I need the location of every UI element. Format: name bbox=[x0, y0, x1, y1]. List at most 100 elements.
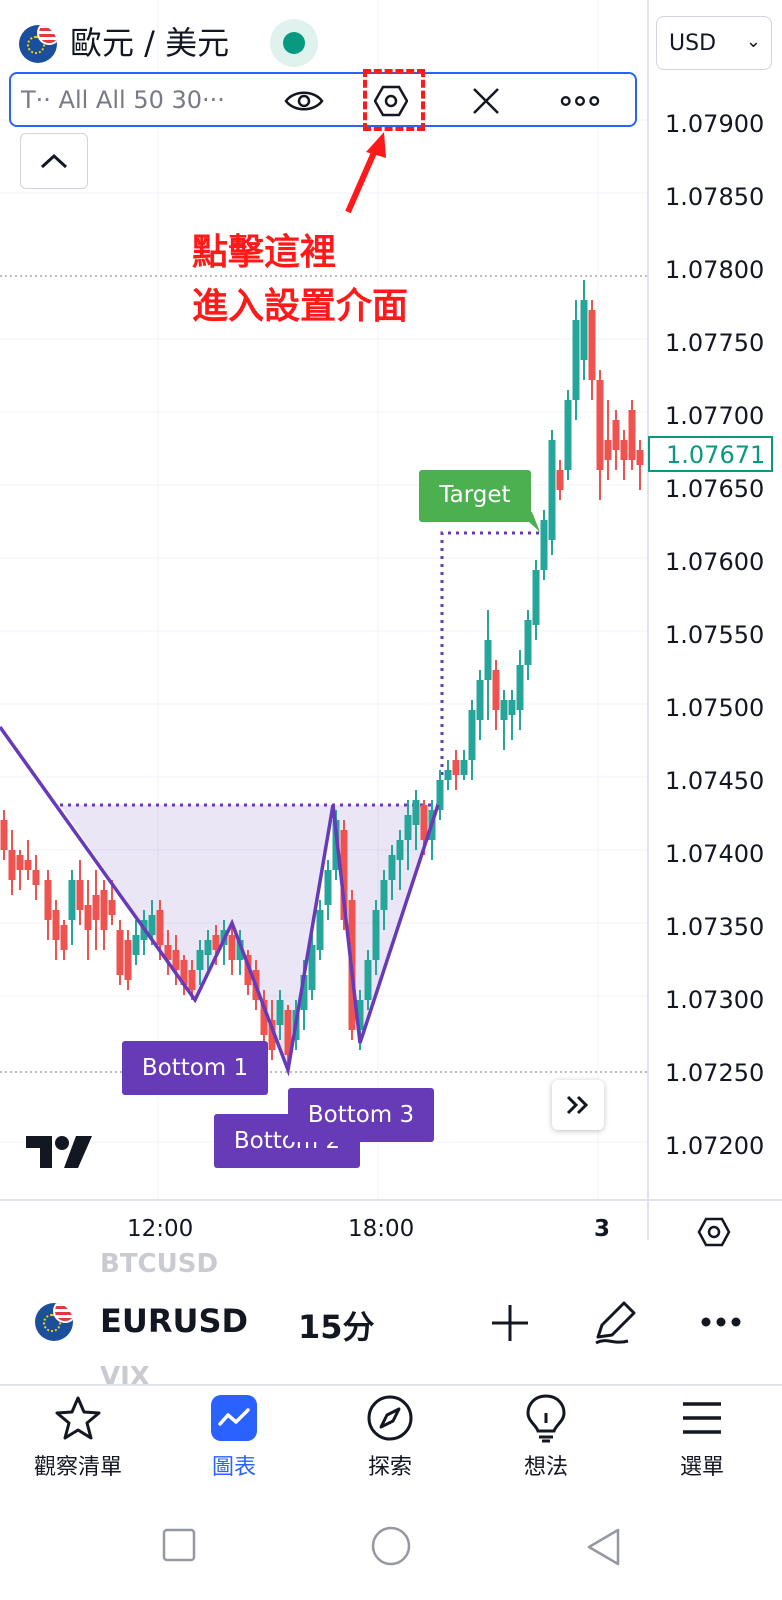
price-label: 1.07600 bbox=[665, 548, 765, 576]
hamburger-menu-icon bbox=[677, 1393, 727, 1443]
target-badge[interactable]: Target bbox=[419, 470, 531, 522]
price-label: 1.07450 bbox=[665, 767, 765, 795]
candle bbox=[340, 830, 348, 920]
indicator-title[interactable]: T·· All All 50 30··· bbox=[21, 86, 225, 114]
candle bbox=[364, 960, 372, 1000]
star-icon bbox=[53, 1393, 103, 1443]
candle bbox=[76, 880, 84, 910]
target-path bbox=[440, 531, 540, 775]
candle bbox=[0, 820, 8, 850]
time-label-1800: 18:00 bbox=[348, 1216, 415, 1242]
scroll-to-realtime-button[interactable] bbox=[552, 1080, 604, 1130]
timeframe[interactable]: 15分 bbox=[298, 1308, 375, 1346]
nav-watchlist[interactable]: 觀察清單 bbox=[18, 1393, 138, 1481]
annotation-line-1: 點擊這裡 bbox=[192, 232, 337, 273]
market-status-icon[interactable] bbox=[270, 19, 318, 67]
chart-icon bbox=[209, 1393, 259, 1443]
price-label: 1.07200 bbox=[665, 1132, 765, 1160]
price-label: 1.07650 bbox=[665, 475, 765, 503]
candle bbox=[604, 440, 612, 460]
candle bbox=[500, 700, 508, 720]
nav-ideas[interactable]: 想法 bbox=[486, 1393, 606, 1481]
candle bbox=[100, 890, 108, 930]
candle bbox=[548, 440, 556, 540]
price-label: 1.07750 bbox=[665, 329, 765, 357]
candle bbox=[308, 945, 316, 990]
candle bbox=[24, 860, 32, 870]
candle bbox=[564, 400, 572, 470]
price-label: 1.07400 bbox=[665, 840, 765, 868]
back-icon[interactable] bbox=[586, 1528, 620, 1570]
candle bbox=[460, 760, 468, 775]
eur-usd-flag-icon bbox=[19, 25, 57, 63]
collapse-button[interactable] bbox=[20, 133, 88, 189]
candle bbox=[380, 880, 388, 910]
candle bbox=[92, 895, 100, 920]
nav-menu[interactable]: 選單 bbox=[642, 1393, 762, 1481]
more-icon[interactable] bbox=[560, 81, 600, 121]
candle bbox=[324, 870, 332, 905]
bottom-3-badge[interactable]: Bottom 3 bbox=[288, 1088, 434, 1142]
time-label-1200: 12:00 bbox=[127, 1216, 194, 1242]
symbol-name[interactable]: EURUSD bbox=[100, 1302, 249, 1340]
candle bbox=[412, 800, 420, 825]
chevron-up-icon bbox=[40, 153, 68, 169]
candle bbox=[236, 940, 244, 960]
close-icon[interactable] bbox=[466, 81, 506, 121]
settings-icon[interactable] bbox=[371, 81, 411, 121]
nav-label: 想法 bbox=[523, 1455, 568, 1480]
candle bbox=[444, 770, 452, 780]
candle bbox=[156, 910, 164, 945]
drawing-tools-icon[interactable] bbox=[592, 1297, 640, 1351]
price-label: 1.07700 bbox=[665, 402, 765, 430]
nav-label: 圖表 bbox=[211, 1455, 256, 1480]
symbol-title[interactable]: 歐元 / 美元 bbox=[70, 24, 230, 62]
candle bbox=[268, 1020, 276, 1050]
candle bbox=[244, 955, 252, 985]
candle bbox=[284, 1010, 292, 1055]
annotation-text: 點擊這裡 進入設置介面 bbox=[192, 226, 408, 334]
more-horizontal-icon[interactable] bbox=[700, 1313, 742, 1332]
candle bbox=[556, 470, 564, 490]
nav-chart[interactable]: 圖表 bbox=[174, 1393, 294, 1481]
eye-icon[interactable] bbox=[284, 81, 324, 121]
highlight-box bbox=[363, 69, 425, 131]
candle bbox=[620, 440, 628, 460]
candles bbox=[0, 280, 644, 1065]
candle bbox=[612, 420, 620, 450]
candle bbox=[84, 905, 92, 930]
candle bbox=[572, 320, 580, 400]
candle bbox=[116, 930, 124, 975]
chart-settings-icon[interactable] bbox=[697, 1217, 731, 1251]
candle bbox=[164, 945, 172, 960]
eur-usd-flag-icon bbox=[35, 1303, 73, 1341]
nav-explore[interactable]: 探索 bbox=[330, 1393, 450, 1481]
price-label: 1.07500 bbox=[665, 694, 765, 722]
bottom-1-badge[interactable]: Bottom 1 bbox=[122, 1041, 268, 1095]
candle bbox=[588, 310, 596, 380]
candle bbox=[124, 940, 132, 980]
double-chevron-right-icon bbox=[566, 1095, 589, 1115]
candle bbox=[188, 970, 196, 990]
candle bbox=[68, 880, 76, 920]
candle bbox=[52, 910, 60, 940]
candle bbox=[260, 1000, 268, 1035]
price-label: 1.07900 bbox=[665, 110, 765, 138]
candle bbox=[276, 1000, 284, 1025]
price-label: 1.07550 bbox=[665, 621, 765, 649]
candle bbox=[316, 910, 324, 950]
candle bbox=[508, 700, 516, 715]
ghost-symbol-above: BTCUSD bbox=[100, 1249, 219, 1279]
candle bbox=[524, 620, 532, 665]
recent-apps-icon[interactable] bbox=[162, 1528, 196, 1566]
candle bbox=[540, 520, 548, 570]
price-label: 1.07250 bbox=[665, 1059, 765, 1087]
add-icon[interactable] bbox=[490, 1303, 530, 1347]
nav-label: 探索 bbox=[367, 1455, 412, 1480]
candle bbox=[180, 960, 188, 985]
currency-value: USD bbox=[669, 31, 717, 56]
currency-select[interactable]: USD ⌄ bbox=[656, 16, 772, 70]
indicator-legend-bar[interactable]: T·· All All 50 30··· bbox=[9, 72, 637, 127]
home-icon[interactable] bbox=[371, 1526, 411, 1570]
nav-label: 觀察清單 bbox=[33, 1455, 122, 1480]
